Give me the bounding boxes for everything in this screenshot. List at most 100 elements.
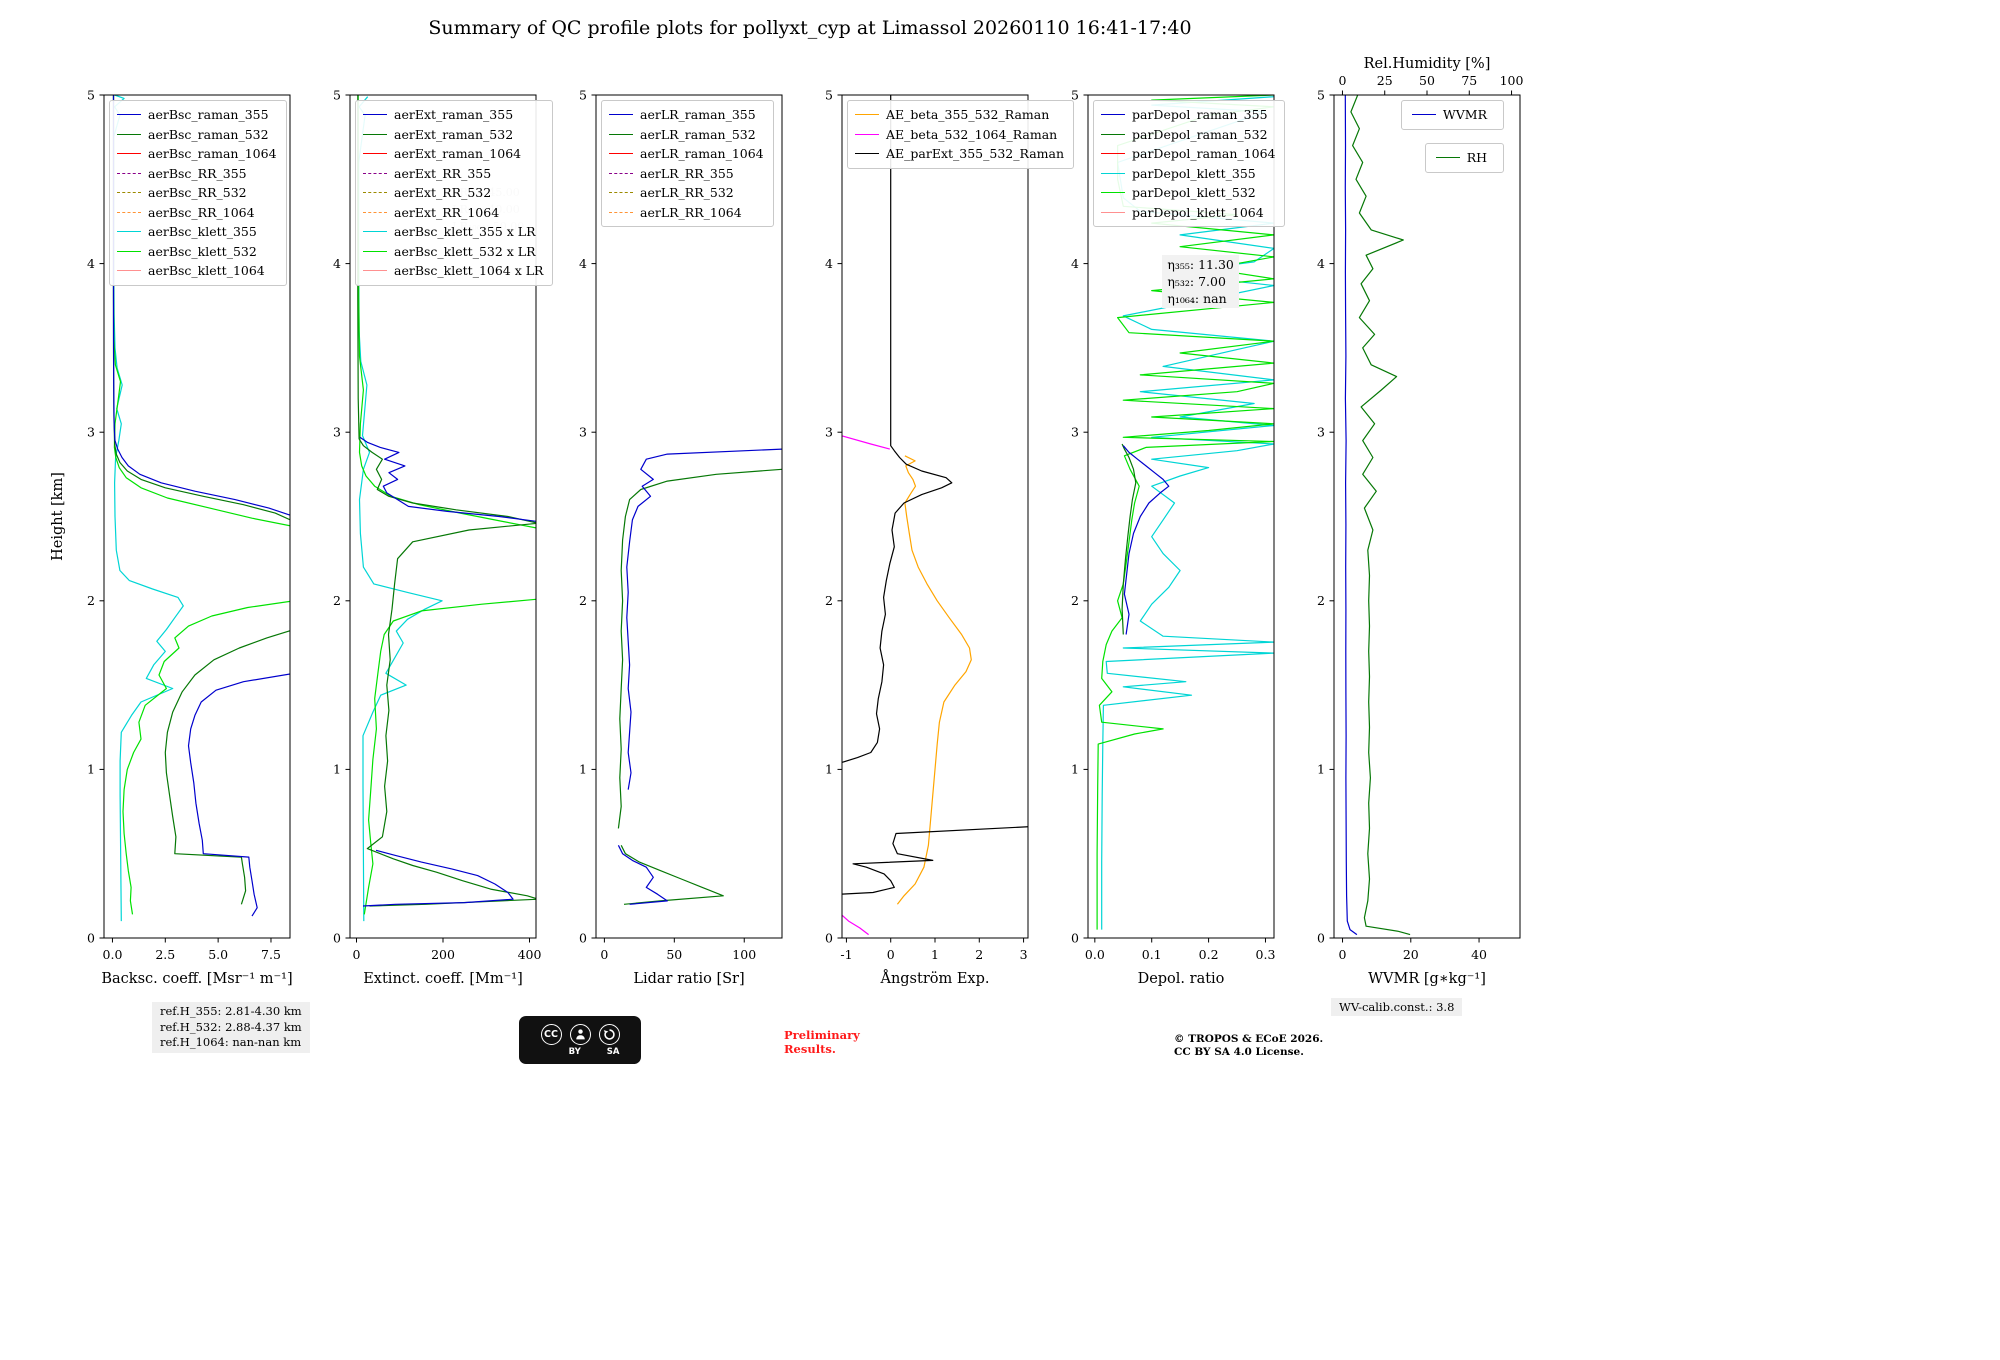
y-tick-label: 3 xyxy=(1317,425,1325,440)
y-tick-label: 0 xyxy=(1317,930,1325,945)
legend-label: aerExt_raman_532 xyxy=(394,126,514,142)
y-tick-label: 2 xyxy=(333,593,341,608)
y-tick-label: 0 xyxy=(87,930,95,945)
legend-label: aerBsc_klett_1064 x LR xyxy=(394,263,544,278)
y-tick-label: 0 xyxy=(1071,930,1079,945)
x-tick-label: 400 xyxy=(518,947,542,962)
x-tick-label: 0 xyxy=(1339,947,1347,962)
panel-wvmr-rh: 0 1 2 3 4 5 0 20 40 0 25 50 75 100 Rel.Humidity [%] WVM… xyxy=(1272,5,1582,1018)
legend-line-sample xyxy=(609,192,633,194)
annotation-line: η₁₀₆₄: nan xyxy=(1167,291,1227,307)
legend-label: parDepol_raman_1064 xyxy=(1132,146,1276,161)
x2-tick-label: 50 xyxy=(1419,73,1435,88)
legend-label: aerBsc_raman_355 xyxy=(148,107,269,122)
legend-line-sample xyxy=(363,270,387,272)
y-tick-label: 5 xyxy=(825,87,833,102)
cc-icon-row: CC xyxy=(540,1023,620,1045)
cc-badge-labels: BY SA xyxy=(569,1047,620,1057)
x-tick-label: 50 xyxy=(666,947,682,962)
legend-line-sample xyxy=(609,172,633,174)
y-tick-label: 5 xyxy=(579,87,587,102)
legend-item: aerLR_raman_1064 xyxy=(609,144,764,164)
legend-line-sample xyxy=(363,114,387,116)
x-tick-label: 100 xyxy=(732,947,756,962)
legend-label: aerBsc_klett_532 xyxy=(148,243,257,259)
legend-label: aerExt_RR_1064 xyxy=(394,204,500,220)
x-tick-label: 40 xyxy=(1471,947,1487,962)
legend-line-sample xyxy=(609,133,633,135)
y-tick-label: 5 xyxy=(333,87,341,102)
y-tick-label: 0 xyxy=(825,930,833,945)
legend-label: aerBsc_RR_532 xyxy=(148,185,247,200)
series-aerLR_raman_532 xyxy=(617,468,782,905)
legend-line-sample xyxy=(363,172,387,174)
legend-line-sample xyxy=(1101,133,1125,135)
cc-icon: CC xyxy=(540,1023,562,1045)
x-tick-label: 7.5 xyxy=(261,947,281,962)
legend-line-sample xyxy=(117,270,141,272)
plot-frame xyxy=(841,94,1029,939)
legend-line-sample xyxy=(609,153,633,155)
y-tick-label: 1 xyxy=(87,762,95,777)
legend-label: aerLR_raman_1064 xyxy=(640,146,764,161)
y-tick-label: 1 xyxy=(1071,762,1079,777)
legend-line-sample xyxy=(1435,157,1460,159)
legend-item: aerExt_raman_1064 xyxy=(363,144,543,164)
legend-item: parDepol_raman_355 xyxy=(1101,105,1275,125)
cc-by-sa-badge: CC BY SA xyxy=(519,1016,641,1064)
legend-line-sample xyxy=(1101,172,1125,174)
legend-line-sample xyxy=(117,114,141,116)
series-parDepol_klett_532 xyxy=(1096,95,1274,930)
x-tick-label: 1 xyxy=(931,947,939,962)
y-tick-label: 0 xyxy=(333,930,341,945)
legend-label: aerBsc_RR_355 xyxy=(148,165,247,181)
legend: aerLR_raman_355 aerLR_raman_532 aerLR_rama… xyxy=(601,100,774,227)
legend-item: parDepol_klett_532 xyxy=(1101,183,1275,203)
x-tick-label: 0.0 xyxy=(1085,947,1105,962)
series-aerExt_raman_532 xyxy=(357,95,536,907)
y-tick-label: 1 xyxy=(579,762,587,777)
plot-frame xyxy=(349,94,537,939)
x-tick-label: 0.3 xyxy=(1256,947,1276,962)
legend-label: aerLR_RR_1064 xyxy=(640,204,742,220)
plot-angstrom-exponent: 0 1 2 3 4 5 -1 0 1 2 3 Ångström Exp. xyxy=(825,87,1029,987)
legend-item: aerLR_RR_355 xyxy=(609,164,764,184)
legend-item: parDepol_raman_532 xyxy=(1101,125,1275,145)
x2-axis-label: Rel.Humidity [%] xyxy=(1364,56,1491,72)
y-tick-label: 4 xyxy=(1071,256,1079,271)
x2-tick-label: 0 xyxy=(1338,73,1346,88)
legend-line-sample xyxy=(609,114,633,116)
x-tick-label: 2.5 xyxy=(155,947,175,962)
legend-label: parDepol_raman_532 xyxy=(1132,126,1268,142)
x2-tick-label: 75 xyxy=(1461,73,1477,88)
legend-line-sample xyxy=(117,192,141,194)
legend-label: aerBsc_klett_355 xyxy=(148,224,257,239)
x-axis-label: Ångström Exp. xyxy=(879,969,989,987)
series-group xyxy=(842,95,1028,936)
legend: aerBsc_raman_355 aerBsc_raman_532 aerBsc_r… xyxy=(109,100,287,286)
series-AE_beta_355_532_Raman xyxy=(896,455,972,905)
series-group xyxy=(357,95,536,922)
cc-sa-label: SA xyxy=(606,1046,620,1057)
legend-label: parDepol_klett_532 xyxy=(1132,185,1256,200)
x-tick-label: 0.1 xyxy=(1142,947,1162,962)
legend-label: AE_beta_532_1064_Raman xyxy=(886,126,1058,142)
y-tick-label: 3 xyxy=(87,425,95,440)
wv-calibration-annotation: WV-calib.const.: 3.8 xyxy=(1331,998,1463,1016)
y-tick-label: 3 xyxy=(1071,425,1079,440)
legend-line-sample xyxy=(855,133,879,135)
legend-label: aerExt_RR_355 xyxy=(394,165,492,181)
legend: AE_beta_355_532_Raman AE_beta_532_1064_Ra… xyxy=(847,100,1075,169)
y-tick-label: 1 xyxy=(333,762,341,777)
legend-line-sample xyxy=(1101,192,1125,194)
legend-line-sample xyxy=(363,250,387,252)
legend-item: aerExt_RR_355 xyxy=(363,164,543,184)
ref-h-532: ref.H_532: 2.88-4.37 km xyxy=(160,1019,302,1034)
x-tick-label: 0.0 xyxy=(103,947,123,962)
x-tick-label: 200 xyxy=(431,947,455,962)
panel-depol-ratio: 0 1 2 3 4 5 0.0 0.1 0.2 0.3 Depol. ratio η₃₅₅: 11.3… xyxy=(1026,5,1336,1018)
legend-item: aerBsc_RR_355 xyxy=(117,164,277,184)
x-tick-label: -1 xyxy=(840,947,852,962)
